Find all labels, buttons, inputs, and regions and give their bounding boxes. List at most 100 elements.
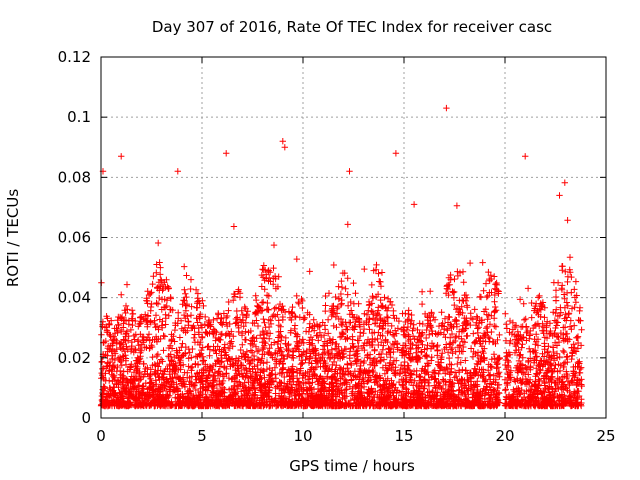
data-point <box>247 327 254 335</box>
data-point <box>328 312 335 320</box>
data-point <box>226 320 233 328</box>
data-point <box>431 376 438 383</box>
data-point <box>299 304 306 312</box>
data-point <box>300 339 307 347</box>
data-point <box>310 316 317 323</box>
data-point <box>332 345 339 352</box>
data-point <box>167 295 174 302</box>
data-point <box>483 293 490 301</box>
data-point <box>536 292 543 300</box>
data-point <box>182 302 189 309</box>
data-point <box>389 381 397 389</box>
data-point <box>411 377 418 384</box>
data-point <box>320 363 327 370</box>
data-point <box>272 275 279 283</box>
data-point <box>562 311 569 318</box>
data-point <box>502 310 509 317</box>
data-point <box>460 279 467 286</box>
data-point <box>157 264 164 271</box>
data-point <box>491 285 499 292</box>
data-point <box>517 323 525 331</box>
data-point <box>156 259 163 266</box>
data-point <box>418 349 425 356</box>
data-point <box>576 304 584 311</box>
data-point <box>434 346 441 354</box>
data-point <box>172 322 179 329</box>
data-point <box>275 328 282 336</box>
data-point <box>371 347 378 354</box>
data-point <box>192 386 199 394</box>
data-point <box>494 364 502 371</box>
data-point <box>206 346 214 353</box>
data-point <box>322 292 329 300</box>
data-point <box>271 356 279 363</box>
data-point <box>368 385 375 392</box>
data-point <box>563 299 570 306</box>
data-point <box>337 333 344 341</box>
data-point <box>493 279 500 287</box>
data-point <box>398 376 406 383</box>
data-point <box>344 291 351 298</box>
data-point <box>212 337 219 344</box>
data-point <box>269 313 276 320</box>
data-point <box>285 351 293 359</box>
data-point <box>167 356 175 364</box>
data-point <box>272 349 279 357</box>
data-point <box>344 326 351 333</box>
data-point <box>532 378 539 385</box>
data-point <box>258 283 265 290</box>
data-point <box>274 311 281 318</box>
data-point <box>246 360 253 368</box>
data-point <box>176 334 184 341</box>
data-point <box>127 326 135 334</box>
data-point <box>376 311 383 319</box>
data-point <box>532 321 540 328</box>
data-point <box>471 306 478 313</box>
data-point <box>368 281 375 289</box>
data-point <box>344 221 351 228</box>
data-point <box>409 341 416 348</box>
data-point <box>486 321 494 328</box>
data-point <box>438 309 445 316</box>
data-point <box>485 333 492 341</box>
data-point <box>292 330 299 337</box>
data-point <box>454 272 462 280</box>
data-point <box>528 299 535 307</box>
data-point <box>131 384 138 391</box>
data-point <box>442 334 449 341</box>
data-point <box>118 328 125 335</box>
data-point <box>558 286 566 293</box>
data-point <box>522 315 529 323</box>
data-point <box>300 316 308 323</box>
data-point <box>407 320 414 327</box>
data-point <box>399 382 406 389</box>
data-point <box>391 370 398 377</box>
data-point <box>141 343 148 351</box>
data-point <box>390 312 397 319</box>
data-point <box>265 323 273 331</box>
data-point <box>492 323 500 330</box>
data-point <box>279 351 287 359</box>
data-point <box>143 317 150 324</box>
data-point <box>453 317 460 325</box>
data-point <box>185 355 192 362</box>
data-point <box>454 360 461 368</box>
data-point <box>492 303 499 311</box>
data-point <box>425 371 432 378</box>
data-point <box>377 283 385 290</box>
data-point <box>564 217 571 224</box>
data-point <box>568 326 575 333</box>
data-point <box>270 264 277 272</box>
data-point <box>153 352 160 360</box>
data-point <box>484 292 491 300</box>
data-point <box>346 348 354 355</box>
data-point <box>564 278 571 286</box>
data-point <box>459 268 467 275</box>
data-point <box>425 379 432 387</box>
data-point <box>124 306 131 313</box>
data-point <box>185 318 192 325</box>
data-point <box>154 300 162 308</box>
data-point <box>264 348 272 356</box>
data-point <box>518 368 525 376</box>
data-point <box>491 322 498 330</box>
